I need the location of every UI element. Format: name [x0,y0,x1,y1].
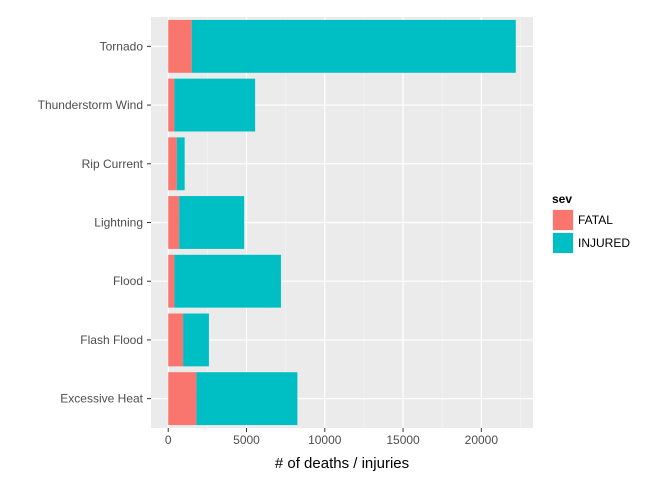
y-tick-label: Lightning [94,216,143,230]
bar-fatal-flash-flood [168,313,184,367]
legend: sev FATAL INJURED [552,192,630,254]
y-axis-ticks: Tornado Thunderstorm Wind Rip Current Light… [38,39,151,406]
bar-injured-lightning [179,196,245,249]
bar-injured-flash-flood [183,313,209,367]
x-axis-title: # of deaths / injuries [275,455,409,472]
x-axis-ticks: 0 5000 10000 15000 20000 [165,428,498,447]
bar-injured-excessive-heat [196,372,298,426]
x-tick-label: 0 [165,433,172,447]
legend-label-fatal: FATAL [578,213,613,227]
bar-fatal-rip-current [168,137,177,191]
y-tick-label: Flash Flood [80,333,143,347]
y-tick-label: Rip Current [82,157,144,171]
legend-title: sev [552,192,572,206]
bar-injured-rip-current [176,137,185,191]
x-tick-label: 15000 [386,433,420,447]
y-tick-label: Excessive Heat [60,392,143,406]
legend-key-fatal [553,210,573,230]
legend-label-injured: INJURED [578,236,630,250]
y-tick-label: Tornado [100,39,144,53]
legend-key-injured [553,233,573,253]
bar-fatal-lightning [168,196,180,249]
bar-injured-flood [174,254,281,308]
bar-fatal-flood [168,254,175,308]
x-tick-label: 20000 [465,433,499,447]
bar-fatal-thunderstorm-wind [168,78,175,132]
bar-fatal-tornado [168,19,192,73]
y-tick-label: Flood [113,274,143,288]
bar-injured-thunderstorm-wind [174,78,256,132]
bars-layer [168,19,516,426]
x-tick-label: 10000 [308,433,342,447]
x-tick-label: 5000 [233,433,260,447]
bar-fatal-excessive-heat [168,372,197,426]
bar-injured-tornado [191,19,516,73]
y-tick-label: Thunderstorm Wind [38,98,143,112]
